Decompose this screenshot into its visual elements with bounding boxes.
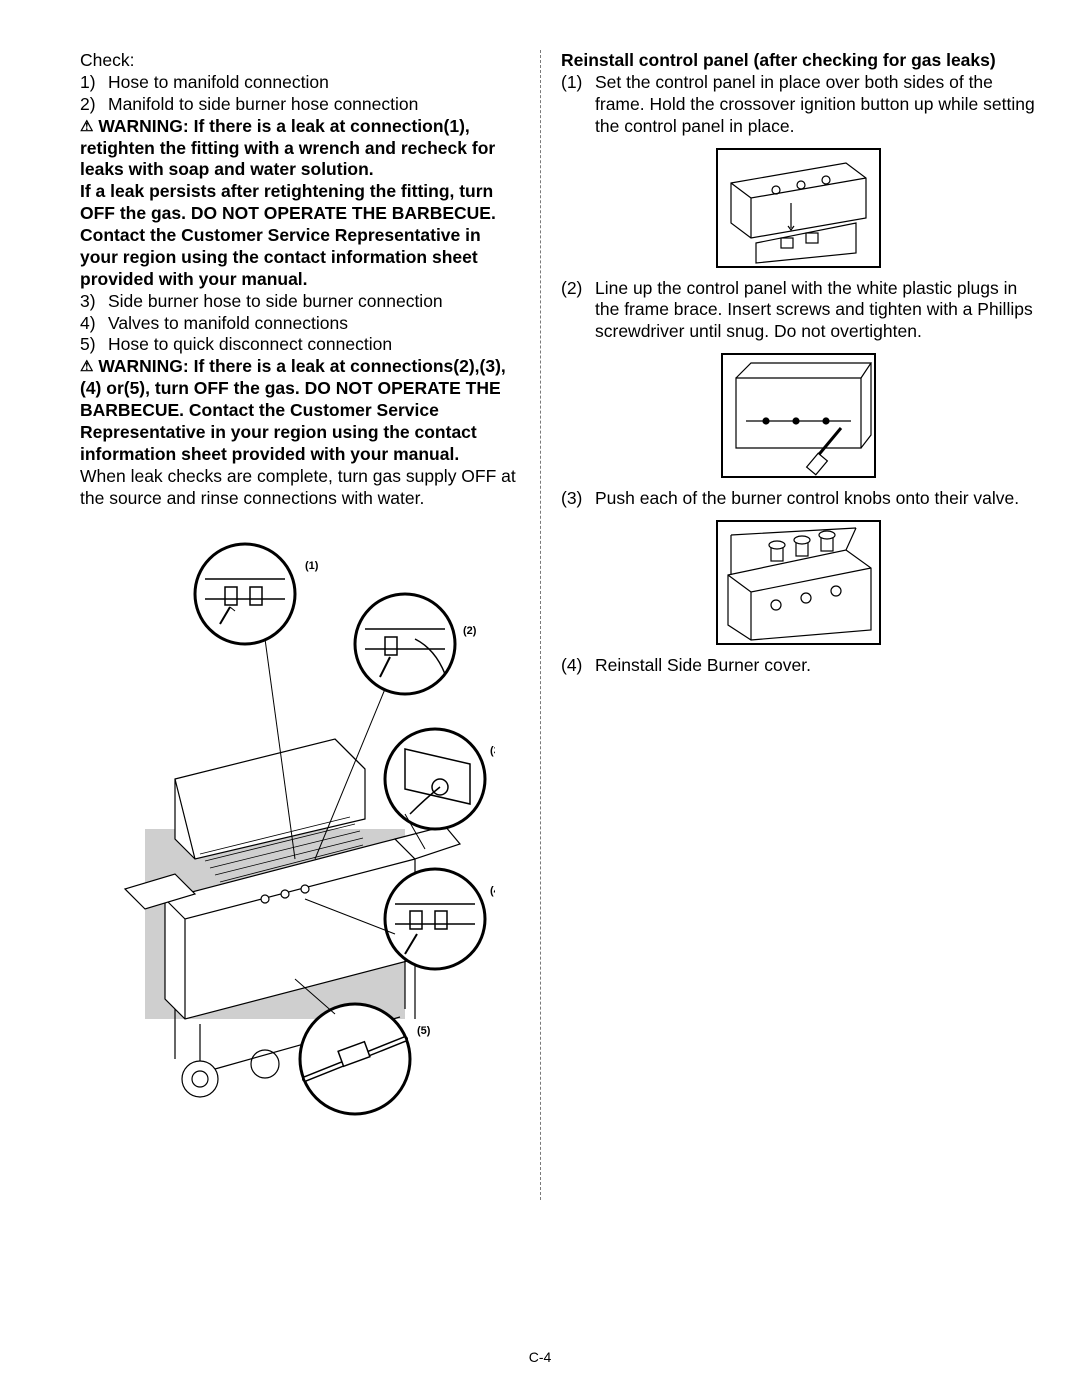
leak-check-diagram: (1) (2) [105,539,495,1125]
warning-2: ⚠ WARNING: If there is a leak at connect… [80,356,520,465]
left-column: Check: 1) Hose to manifold connection 2)… [45,50,540,1200]
callout-label-1: (1) [305,560,319,572]
callout-label-3: (3) [490,745,495,757]
item-number: 2) [80,94,108,116]
grill-diagram-svg: (1) (2) [105,539,495,1119]
page-number: C-4 [0,1349,1080,1365]
step-number: (4) [561,655,595,677]
warning-1: ⚠ WARNING: If there is a leak at connect… [80,116,520,182]
callout-label-4: (4) [490,885,495,897]
step-number: (1) [561,72,595,138]
check-item: 4) Valves to manifold connections [80,313,520,335]
item-text: Valves to manifold connections [108,313,520,335]
check-item: 3) Side burner hose to side burner conne… [80,291,520,313]
item-text: Hose to manifold connection [108,72,520,94]
step-text: Push each of the burner control knobs on… [595,488,1035,510]
after-check-text: When leak checks are complete, turn gas … [80,466,520,510]
step3-figure [716,520,881,645]
step-text: Reinstall Side Burner cover. [595,655,1035,677]
step-text: Set the control panel in place over both… [595,72,1035,138]
step2-figure [721,353,876,478]
step1-figure [716,148,881,268]
item-number: 4) [80,313,108,335]
reinstall-heading: Reinstall control panel (after checking … [561,50,1035,72]
step-item: (4) Reinstall Side Burner cover. [561,655,1035,677]
step-number: (3) [561,488,595,510]
item-number: 3) [80,291,108,313]
item-number: 5) [80,334,108,356]
warning-icon: ⚠ [80,358,93,375]
step-item: (3) Push each of the burner control knob… [561,488,1035,510]
check-label: Check: [80,50,520,72]
two-column-layout: Check: 1) Hose to manifold connection 2)… [45,50,1035,1200]
item-number: 1) [80,72,108,94]
warning-icon: ⚠ [80,118,93,135]
step-text: Line up the control panel with the white… [595,278,1035,344]
warning-1-continued: If a leak persists after retightening th… [80,181,520,290]
manual-page: Check: 1) Hose to manifold connection 2)… [0,0,1080,1397]
callout-label-5: (5) [417,1025,431,1037]
step-item: (1) Set the control panel in place over … [561,72,1035,138]
step-number: (2) [561,278,595,344]
check-item: 2) Manifold to side burner hose connecti… [80,94,520,116]
item-text: Hose to quick disconnect connection [108,334,520,356]
step-item: (2) Line up the control panel with the w… [561,278,1035,344]
item-text: Manifold to side burner hose connection [108,94,520,116]
warning-text: WARNING: If there is a leak at connectio… [80,356,506,464]
right-column: Reinstall control panel (after checking … [540,50,1035,1200]
check-item: 5) Hose to quick disconnect connection [80,334,520,356]
callout-label-2: (2) [463,625,477,637]
warning-text: WARNING: If there is a leak at connectio… [80,116,495,180]
item-text: Side burner hose to side burner connecti… [108,291,520,313]
check-item: 1) Hose to manifold connection [80,72,520,94]
